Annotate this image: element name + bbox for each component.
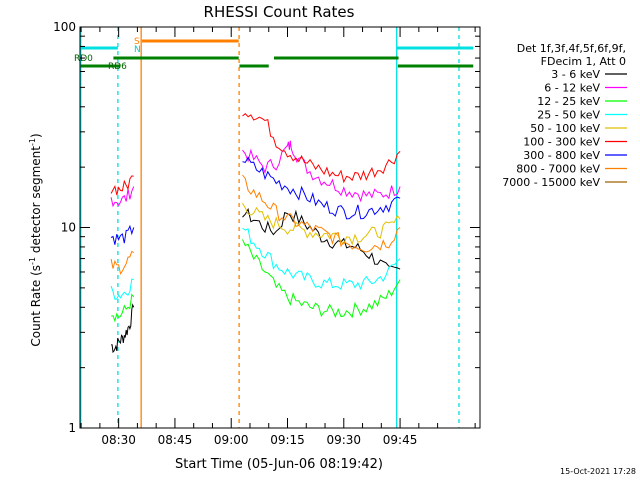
x-tick-label-4: 09:30 [326, 433, 361, 447]
legend-header-0: Det 1f,3f,4f,5f,6f,9f, [517, 42, 626, 55]
rd0-label: RD0 [74, 54, 93, 64]
x-axis: 08:30 08:45 09:00 09:15 09:30 09:45 [80, 27, 476, 447]
y-axis-label-end: ) [29, 133, 43, 138]
legend-entry-label-4: 50 - 100 keV [530, 122, 600, 135]
series-layer [110, 113, 401, 354]
attenuator-label-n: N [134, 45, 141, 55]
rd6-label: RD6 [108, 62, 127, 72]
legend-entry-label-8: 7000 - 15000 keV [502, 176, 600, 189]
legend: Det 1f,3f,4f,5f,6f,9f,FDecim 1, Att 03 -… [502, 42, 627, 189]
series-7-segment-1 [242, 174, 401, 253]
series-0-segment-1 [242, 207, 401, 270]
series-5-segment-0 [110, 175, 134, 196]
attenuator-label-s: S [134, 37, 140, 47]
series-2-segment-1 [242, 239, 401, 319]
series-1-segment-0 [110, 186, 135, 208]
footer-date: 15-Oct-2021 17:28 [560, 467, 636, 476]
series-6-segment-0 [110, 224, 135, 245]
x-axis-label: Start Time (05-Jun-06 08:19:42) [175, 457, 383, 472]
legend-entry-label-7: 800 - 7000 keV [516, 163, 600, 176]
series-6-segment-1 [242, 156, 401, 220]
y-tick-label-2: 100 [53, 20, 76, 34]
legend-entry-label-1: 6 - 12 keV [544, 82, 600, 95]
x-tick-label-3: 09:15 [270, 433, 305, 447]
y-axis: 1 10 100 [53, 20, 480, 435]
instrument-state-bars: SN RD0 RD6 [74, 27, 474, 428]
y-tick-label-1: 10 [61, 221, 76, 235]
series-1-segment-1 [242, 140, 401, 203]
series-2-segment-0 [110, 293, 135, 323]
series-4-segment-0 [242, 202, 401, 246]
legend-entry-label-2: 12 - 25 keV [537, 95, 600, 108]
y-axis-label-main: Count Rate (s [29, 265, 43, 347]
y-axis-label-sup2: -1 [28, 138, 37, 146]
y-axis-label-sup: -1 [28, 257, 37, 265]
series-7-segment-0 [110, 250, 134, 275]
legend-entry-label-0: 3 - 6 keV [551, 68, 600, 81]
x-tick-label-5: 09:45 [383, 433, 418, 447]
y-axis-label: Count Rate (s-1 detector segment-1) [28, 133, 43, 346]
series-0-segment-0 [111, 303, 135, 354]
x-tick-label-1: 08:45 [158, 433, 193, 447]
x-tick-label-2: 09:00 [214, 433, 249, 447]
y-axis-label-tail: detector segment [29, 146, 43, 257]
x-tick-label-0: 08:30 [101, 433, 136, 447]
legend-entry-label-6: 300 - 800 keV [523, 149, 600, 162]
legend-entry-label-5: 100 - 300 keV [523, 136, 600, 149]
series-3-segment-1 [242, 227, 401, 291]
series-3-segment-0 [110, 278, 134, 300]
y-tick-label-0: 1 [68, 421, 76, 435]
chart-title: RHESSI Count Rates [204, 3, 355, 21]
legend-header-1: FDecim 1, Att 0 [541, 55, 626, 68]
series-5-segment-1 [242, 113, 401, 184]
legend-entry-label-3: 25 - 50 keV [537, 109, 600, 122]
